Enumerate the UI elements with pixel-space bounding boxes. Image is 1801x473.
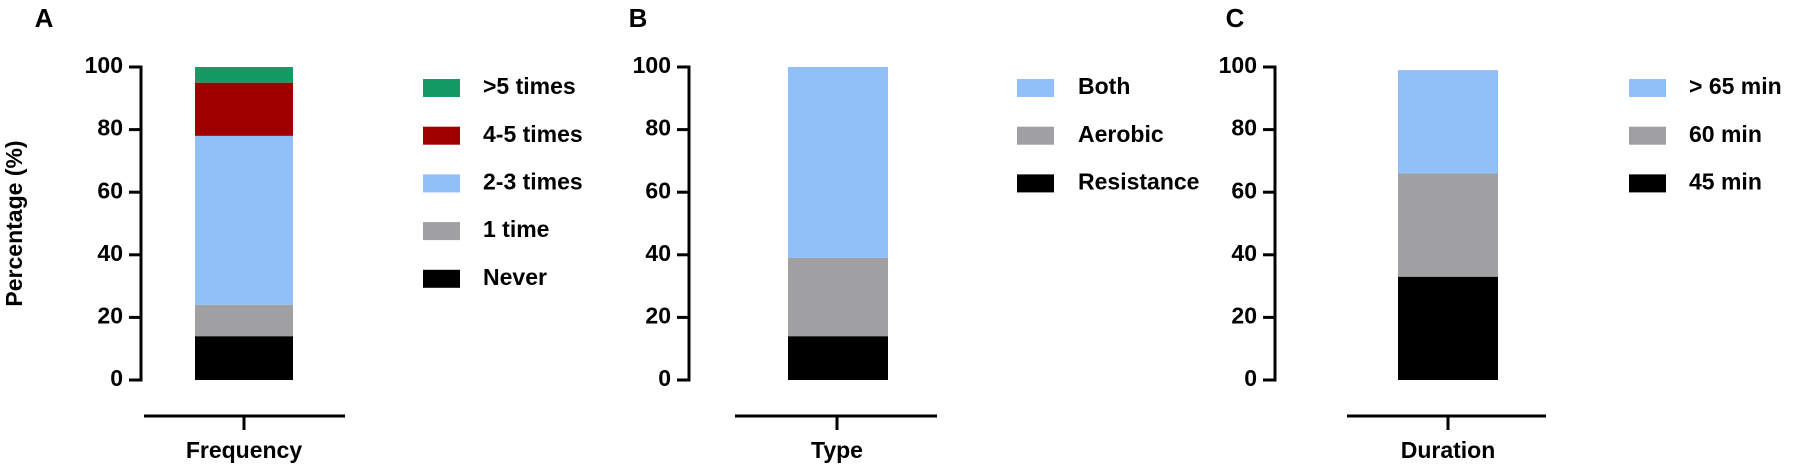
legend-swatch	[423, 79, 460, 97]
legend-swatch	[423, 222, 460, 241]
y-tick-label: 0	[1244, 365, 1257, 391]
legend-label: >5 times	[483, 73, 576, 99]
panel-label: C	[1226, 3, 1245, 33]
bar-segment	[195, 135, 293, 305]
y-tick-label: 100	[1219, 52, 1257, 78]
y-tick-label: 60	[1231, 177, 1257, 203]
legend-label: 45 min	[1689, 168, 1762, 194]
legend-label: Both	[1078, 73, 1130, 99]
legend-swatch	[423, 126, 460, 145]
legend-label: 60 min	[1689, 121, 1762, 147]
y-tick-label: 40	[645, 240, 671, 266]
bar-segment	[788, 257, 888, 337]
y-tick-label: 100	[633, 52, 671, 78]
bar-segment	[788, 67, 888, 258]
legend-label: Aerobic	[1078, 121, 1164, 147]
x-tick-label: Type	[811, 437, 863, 463]
y-tick-label: 60	[645, 177, 671, 203]
legend-label: Resistance	[1078, 168, 1199, 194]
legend-swatch	[1629, 126, 1666, 145]
bar-segment	[195, 67, 293, 83]
legend-label: Never	[483, 264, 547, 290]
y-axis-label: Percentage (%)	[1, 140, 27, 306]
panel-label: A	[35, 3, 54, 33]
y-tick-label: 80	[1231, 115, 1257, 141]
legend-label: 2-3 times	[483, 168, 583, 194]
legend-label: 1 time	[483, 216, 549, 242]
legend-swatch	[1017, 79, 1054, 97]
bar-segment	[788, 336, 888, 380]
legend-swatch	[423, 269, 460, 288]
bar-segment	[195, 336, 293, 380]
bar-segment	[195, 304, 293, 337]
y-tick-label: 40	[1231, 240, 1257, 266]
legend-swatch	[1017, 126, 1054, 145]
x-tick-label: Duration	[1401, 437, 1496, 463]
bar-segment	[195, 82, 293, 136]
y-tick-label: 0	[658, 365, 671, 391]
legend-label: 4-5 times	[483, 121, 583, 147]
y-tick-label: 40	[97, 240, 123, 266]
y-tick-label: 80	[645, 115, 671, 141]
bar-segment	[1398, 70, 1498, 174]
y-tick-label: 0	[110, 365, 123, 391]
y-tick-label: 20	[97, 302, 123, 328]
y-tick-label: 20	[645, 302, 671, 328]
y-tick-label: 60	[97, 177, 123, 203]
bar-segment	[1398, 276, 1498, 380]
y-tick-label: 80	[97, 115, 123, 141]
x-tick-label: Frequency	[186, 437, 303, 463]
legend-swatch	[1629, 79, 1666, 97]
legend-swatch	[1017, 174, 1054, 193]
panel-label: B	[629, 3, 648, 33]
legend-swatch	[1629, 174, 1666, 193]
y-tick-label: 100	[85, 52, 123, 78]
legend-label: > 65 min	[1689, 73, 1782, 99]
legend-swatch	[423, 174, 460, 193]
y-tick-label: 20	[1231, 302, 1257, 328]
bar-segment	[1398, 173, 1498, 277]
